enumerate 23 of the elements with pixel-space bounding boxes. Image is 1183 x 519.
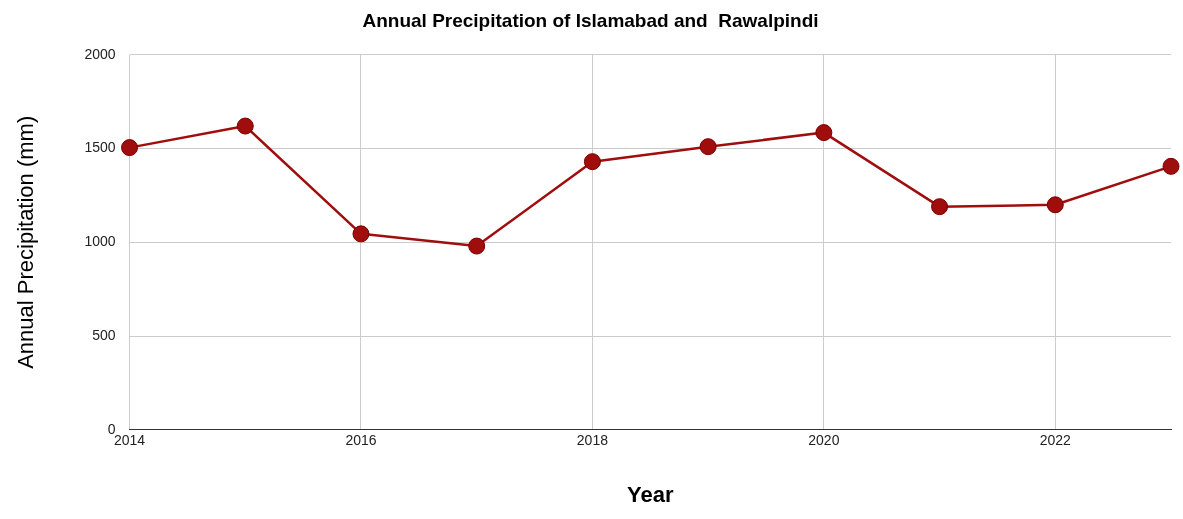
x-axis-title: Year <box>627 481 674 507</box>
y-tick-label: 500 <box>92 326 116 343</box>
point <box>1046 196 1064 214</box>
point <box>583 153 601 171</box>
point <box>236 117 254 135</box>
point <box>468 237 486 255</box>
x-tick-label: 2018 <box>576 432 609 449</box>
x-tick-label: 2020 <box>808 432 840 449</box>
y-tick-label: 1000 <box>84 233 116 250</box>
y-tick-label: 0 <box>107 420 116 437</box>
point <box>815 124 833 142</box>
point <box>121 139 139 157</box>
y-axis-title: Annual Precipitation (mm) <box>13 115 39 369</box>
x-tick-label: 2022 <box>1039 432 1072 449</box>
point <box>931 198 949 216</box>
x-tick-label: 2016 <box>345 432 377 449</box>
x-tick-label: 2014 <box>113 432 146 449</box>
point <box>1162 157 1180 175</box>
y-tick-label: 2000 <box>84 45 116 62</box>
point <box>352 225 370 243</box>
point <box>699 138 717 156</box>
chart-title: Annual Precipitation of Islamabad and Rawalpindi <box>362 9 819 31</box>
y-tick-label: 1500 <box>84 139 116 156</box>
